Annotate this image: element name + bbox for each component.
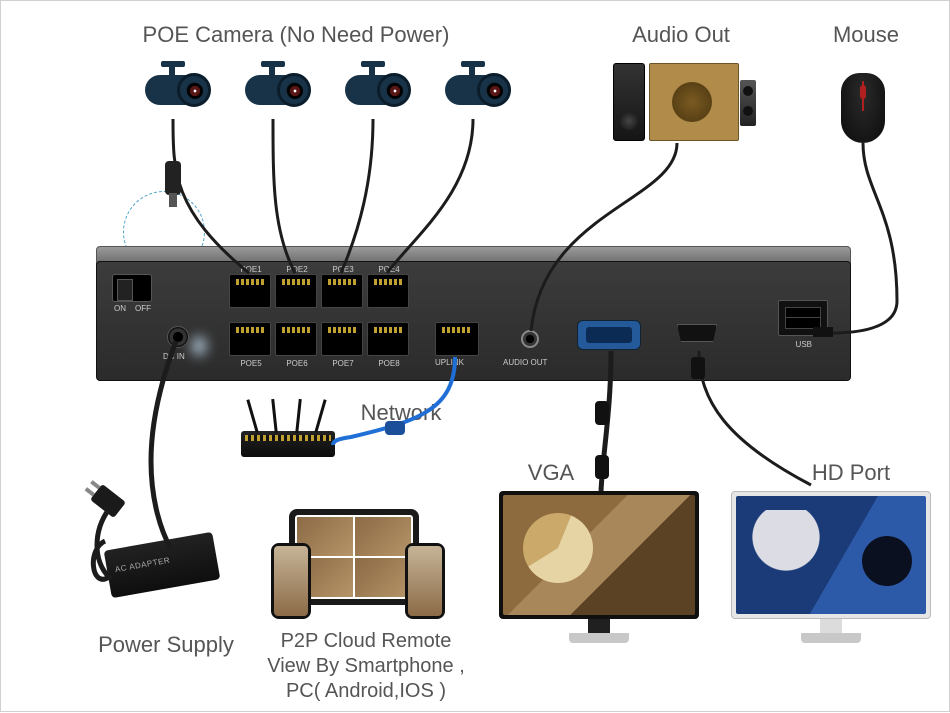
power-switch [112, 274, 152, 302]
port-label: POE2 [276, 265, 318, 274]
p2p-line3: PC( Android,IOS ) [286, 680, 446, 702]
port-label: POE8 [368, 359, 410, 368]
hdmi-port [677, 324, 717, 342]
vga-port [577, 320, 641, 350]
nvr-rear-panel: ON OFF DC IN POE1 POE2 POE3 POE4 POE5 PO… [96, 261, 851, 381]
router [241, 431, 335, 457]
label-on: ON [114, 304, 126, 313]
label-poe-camera: POE Camera (No Need Power) [131, 21, 461, 49]
monitor-hdmi [731, 491, 931, 643]
label-mouse: Mouse [811, 21, 921, 49]
label-usb: USB [796, 340, 812, 349]
phone-2 [405, 543, 445, 619]
p2p-line2: View By Smartphone , [267, 655, 465, 677]
monitor-vga [499, 491, 699, 643]
poe-ports-bottom: POE5 POE6 POE7 POE8 [229, 322, 409, 356]
label-uplink: UPLINK [435, 358, 464, 367]
label-hdport: HD Port [791, 459, 911, 487]
uplink-port [435, 322, 479, 356]
usb-port [778, 300, 828, 336]
dc-jack [167, 326, 189, 348]
phone-1 [271, 543, 311, 619]
port-label: POE7 [322, 359, 364, 368]
port-label: POE6 [276, 359, 318, 368]
port-label: POE3 [322, 265, 364, 274]
camera-3 [331, 61, 421, 141]
camera-2 [231, 61, 321, 141]
label-dcin: DC IN [163, 352, 185, 361]
label-vga: VGA [511, 459, 591, 487]
p2p-line1: P2P Cloud Remote [281, 630, 452, 652]
label-audio: AUDIO OUT [503, 358, 547, 367]
poe-ports-top: POE1 POE2 POE3 POE4 [229, 274, 409, 308]
label-off: OFF [135, 304, 151, 313]
port-label: POE4 [368, 265, 410, 274]
port-label: POE1 [230, 265, 272, 274]
camera-1 [131, 61, 221, 141]
port-label: POE5 [230, 359, 272, 368]
label-power-supply: Power Supply [81, 631, 251, 659]
camera-4 [431, 61, 521, 141]
label-audio-out: Audio Out [616, 21, 746, 49]
label-network: Network [341, 399, 461, 427]
audio-jack [521, 330, 539, 348]
label-p2p: P2P Cloud Remote View By Smartphone , PC… [256, 629, 476, 704]
